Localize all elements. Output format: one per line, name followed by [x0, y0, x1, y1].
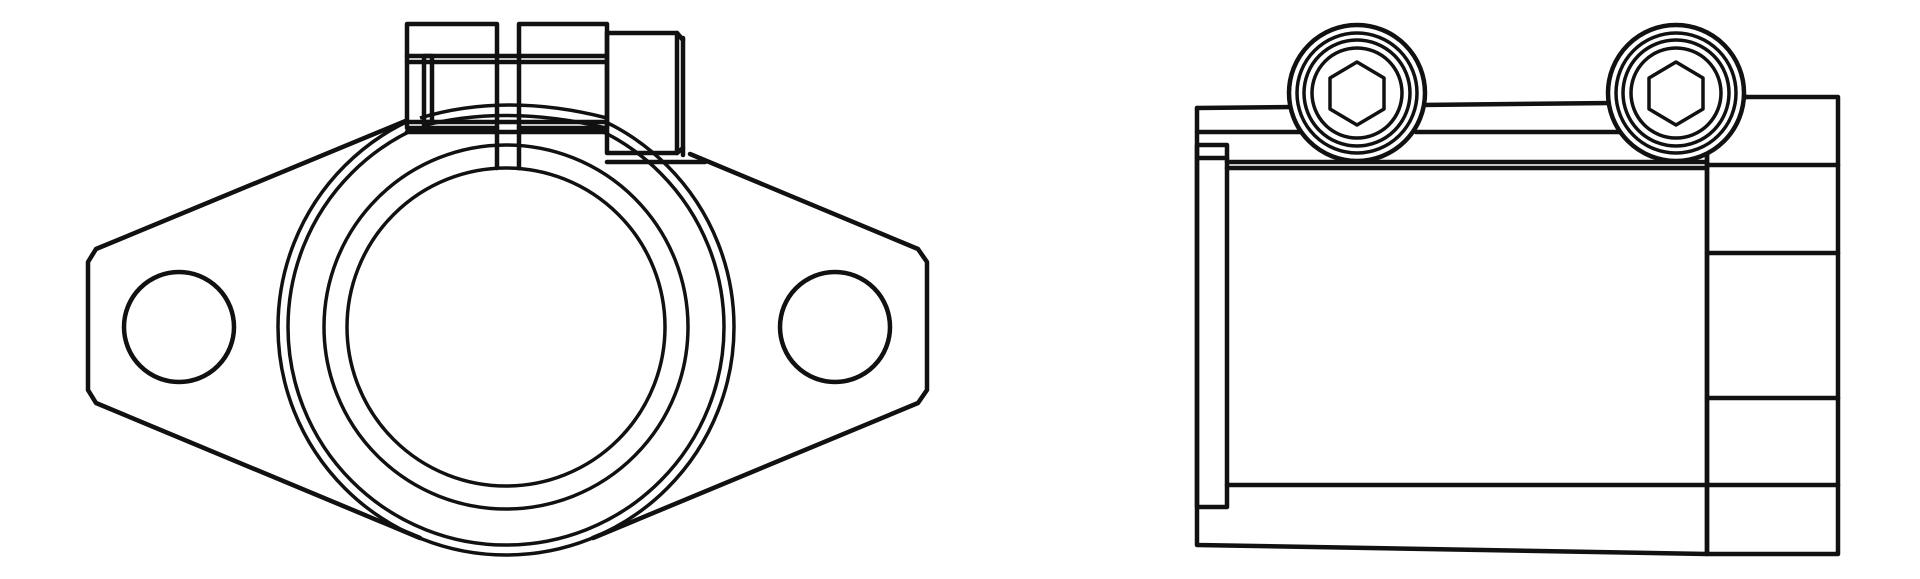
clamp-bar-top	[1194, 104, 1298, 111]
clamp-nut	[604, 30, 680, 156]
hex-socket-icon	[1328, 60, 1386, 127]
bolt-head-right	[1605, 22, 1747, 164]
left-collar	[1194, 142, 1230, 510]
side-view	[1194, 22, 1841, 557]
bolt-head-face	[1310, 46, 1404, 140]
bolt-hole-right	[777, 269, 893, 385]
ring-arc-upper	[419, 103, 608, 120]
outer-ring-2	[286, 107, 726, 547]
end-block	[1704, 94, 1841, 557]
nut-chamfer-top	[674, 30, 686, 43]
front-view	[85, 21, 930, 557]
bolt-washer-inner	[1302, 38, 1412, 148]
flange-outline	[85, 112, 930, 541]
bolt-hole-left	[121, 269, 237, 385]
bolt-shank	[421, 53, 435, 125]
middle-ring	[322, 143, 690, 511]
bolt-washer-mid	[1295, 31, 1419, 155]
clamp-jaw-left	[404, 21, 500, 131]
bore-ring	[345, 166, 667, 488]
hex-socket-icon	[1647, 60, 1705, 127]
bolt-head-face	[1629, 46, 1723, 140]
bolt-washer-inner	[1621, 38, 1731, 148]
clamp-bar-top-2	[1417, 100, 1615, 108]
nut-chamfer-bottom	[674, 145, 686, 156]
bolt-washer-outer	[1286, 22, 1428, 164]
bolt-washer-mid	[1614, 31, 1738, 155]
bolt-head-left	[1286, 22, 1428, 164]
bolt-washer-outer	[1605, 22, 1747, 164]
